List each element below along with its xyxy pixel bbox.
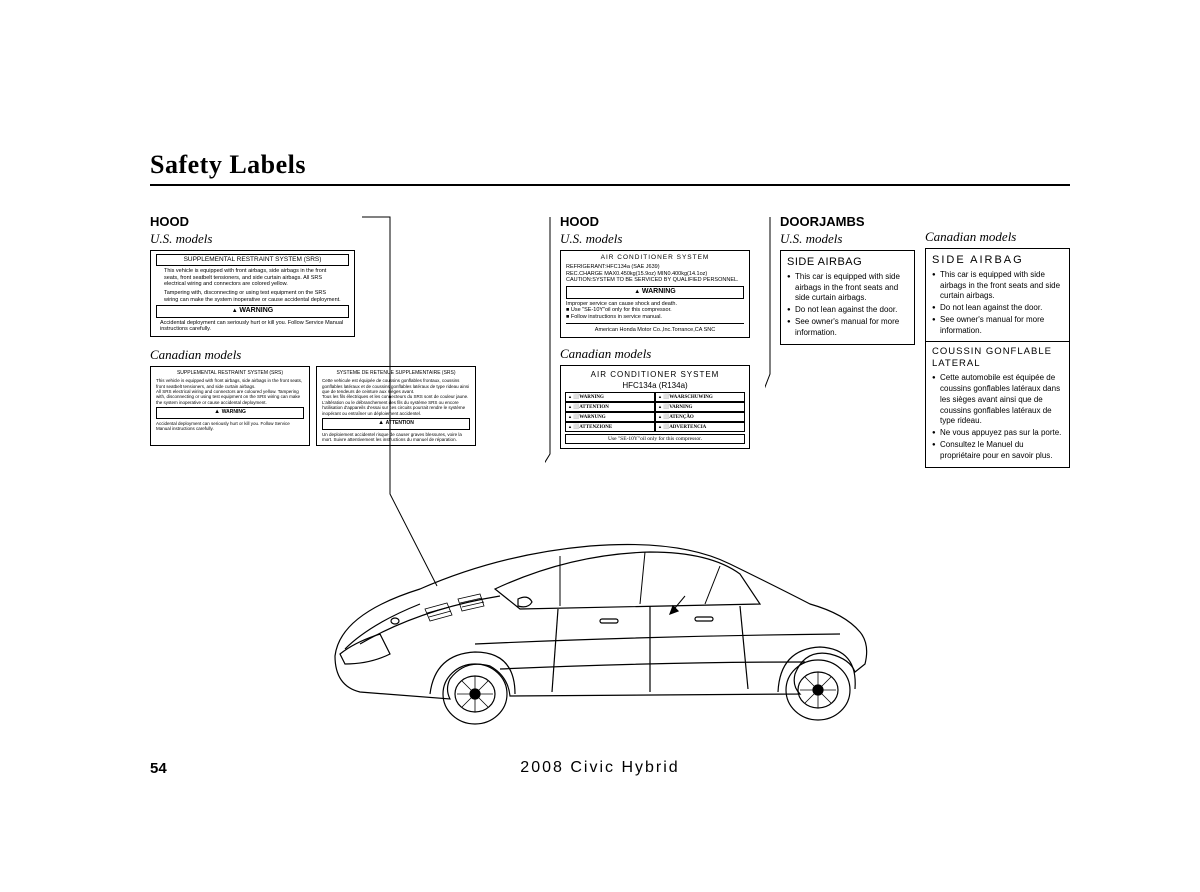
ac-can-header: AIR CONDITIONER SYSTEM (565, 370, 745, 379)
warn-cell: ⬜ADVERTENCIA (655, 422, 745, 432)
ac-label-can: AIR CONDITIONER SYSTEM HFC134a (R134a) ⬜… (560, 365, 750, 449)
side-airbag-list: This car is equipped with side airbags i… (787, 272, 908, 339)
warn-cell: ⬜WARNUNG (565, 412, 655, 422)
model-label-us: U.S. models (150, 231, 480, 247)
hood-srs-column: HOOD U.S. models SUPPLEMENTAL RESTRAINT … (150, 214, 480, 446)
srs-can-fr-body1: Cette vehicule est équipée de coussins g… (322, 378, 470, 394)
warn-cell: ⬜WAARSCHUWING (655, 392, 745, 402)
list-item: This car is equipped with side airbags i… (795, 272, 908, 304)
warn-cell: ⬜VARNING (655, 402, 745, 412)
list-item: Do not lean against the door. (940, 303, 1063, 314)
warn-cell: ⬜WARNING (565, 392, 655, 402)
ac-warning: WARNING (566, 286, 744, 299)
srs-can-en-body3: Accidental deployment can seriously hurt… (156, 421, 304, 432)
list-item: Do not lean against the door. (795, 305, 908, 316)
srs-can-fr-header: SYSTEME DE RETENUE SUPPLEMENTAIRE (SRS) (322, 370, 470, 376)
srs-body2: Tampering with, disconnecting or using t… (156, 288, 349, 303)
side-airbag-title: SIDE AIRBAG (787, 255, 908, 270)
content-area: HOOD U.S. models SUPPLEMENTAL RESTRAINT … (150, 214, 1070, 754)
srs-can-en-body1: This vehicle is equipped with front airb… (156, 378, 304, 389)
model-label-us-2: U.S. models (560, 231, 750, 247)
srs-canadian-pair: SUPPLEMENTAL RESTRAINT SYSTEM (SRS) This… (150, 366, 480, 446)
srs-can-en-warn: WARNING (156, 407, 304, 419)
section-heading-doorjambs: DOORJAMBS (780, 214, 915, 229)
ac-line1: REFRIGERANT:HFC134a (SAE J639) (566, 264, 744, 271)
warn-cell: ⬜ATTENTION (565, 402, 655, 412)
srs-body3: Accidental deployment can seriously hurt… (156, 320, 349, 333)
ac-line3: CAUTION:SYSTEM TO BE SERVICED BY QUALIFI… (566, 277, 744, 284)
warn-cell: ⬜ATENÇÃO (655, 412, 745, 422)
page-title: Safety Labels (150, 150, 1070, 186)
ac-label-us: AIR CONDITIONER SYSTEM REFRIGERANT:HFC13… (560, 250, 750, 338)
doorjambs-us-column: DOORJAMBS U.S. models SIDE AIRBAG This c… (780, 214, 915, 345)
srs-can-en-body2: All SRS electrical wiring and connectors… (156, 389, 304, 405)
side-airbag-us: SIDE AIRBAG This car is equipped with si… (780, 250, 915, 345)
ac-footer: American Honda Motor Co.,Inc.Torrance,CA… (566, 327, 744, 334)
section-heading-hood: HOOD (150, 214, 480, 229)
car-illustration (300, 514, 880, 734)
ac-can-footer: Use "SE-10Y"oil only for this compressor… (565, 434, 745, 444)
side-airbag-can-title: SIDE AIRBAG (932, 253, 1063, 268)
srs-warning: WARNING (156, 305, 349, 318)
ac-line2: REC.CHARGE MAX0.450kg(15.9oz) MIN0.400kg… (566, 271, 744, 278)
model-label-canadian-3: Canadian models (925, 229, 1070, 245)
list-item: See owner's manual for more information. (795, 317, 908, 339)
model-label-us-3: U.S. models (780, 231, 915, 247)
ac-header: AIR CONDITIONER SYSTEM (566, 254, 744, 262)
list-item: This car is equipped with side airbags i… (940, 270, 1063, 302)
hood-ac-column: HOOD U.S. models AIR CONDITIONER SYSTEM … (560, 214, 750, 449)
list-item: Ne vous appuyez pas sur la porte. (940, 428, 1063, 439)
doorjambs-can-column: Canadian models SIDE AIRBAG This car is … (925, 214, 1070, 468)
coussin-list: Cette automobile est équipée de coussins… (932, 373, 1063, 461)
srs-can-fr-body2: Tous les fils électriques et les connect… (322, 394, 470, 416)
coussin-title: COUSSIN GONFLABLE LATERAL (932, 346, 1063, 372)
side-airbag-can-list: This car is equipped with side airbags i… (932, 270, 1063, 337)
srs-can-fr-body3: Un deploiement accidentel risque de caus… (322, 432, 470, 443)
list-item: See owner's manual for more information. (940, 315, 1063, 337)
ac-body3: ■ Follow instructions in service manual. (566, 314, 744, 321)
srs-label-can-en: SUPPLEMENTAL RESTRAINT SYSTEM (SRS) This… (150, 366, 310, 446)
section-heading-hood-2: HOOD (560, 214, 750, 229)
srs-header: SUPPLEMENTAL RESTRAINT SYSTEM (SRS) (156, 254, 349, 266)
list-item: Cette automobile est équipée de coussins… (940, 373, 1063, 427)
ac-body1: Improper service can cause shock and dea… (566, 301, 744, 308)
ac-can-warn-grid: ⬜WARNING ⬜WAARSCHUWING ⬜ATTENTION ⬜VARNI… (565, 392, 745, 432)
model-label-canadian-2: Canadian models (560, 346, 750, 362)
srs-can-en-header: SUPPLEMENTAL RESTRAINT SYSTEM (SRS) (156, 370, 304, 376)
srs-can-fr-warn: ATTENTION (322, 418, 470, 430)
ac-body2: ■ Use "SE-10Y"oil only for this compress… (566, 307, 744, 314)
side-airbag-can-en: SIDE AIRBAG This car is equipped with si… (925, 248, 1070, 468)
srs-label-can-fr: SYSTEME DE RETENUE SUPPLEMENTAIRE (SRS) … (316, 366, 476, 446)
manual-page: Safety Labels HOOD U.S. models SUPPLEMEN… (150, 150, 1070, 754)
page-footer: 2008 Civic Hybrid (0, 759, 1200, 777)
model-label-canadian: Canadian models (150, 347, 480, 363)
srs-body1: This vehicle is equipped with front airb… (156, 268, 349, 288)
srs-label-us: SUPPLEMENTAL RESTRAINT SYSTEM (SRS) This… (150, 250, 355, 337)
list-item: Consultez le Manuel du propriétaire pour… (940, 440, 1063, 462)
warn-cell: ⬜ATTENZIONE (565, 422, 655, 432)
ac-can-sub: HFC134a (R134a) (565, 381, 745, 390)
